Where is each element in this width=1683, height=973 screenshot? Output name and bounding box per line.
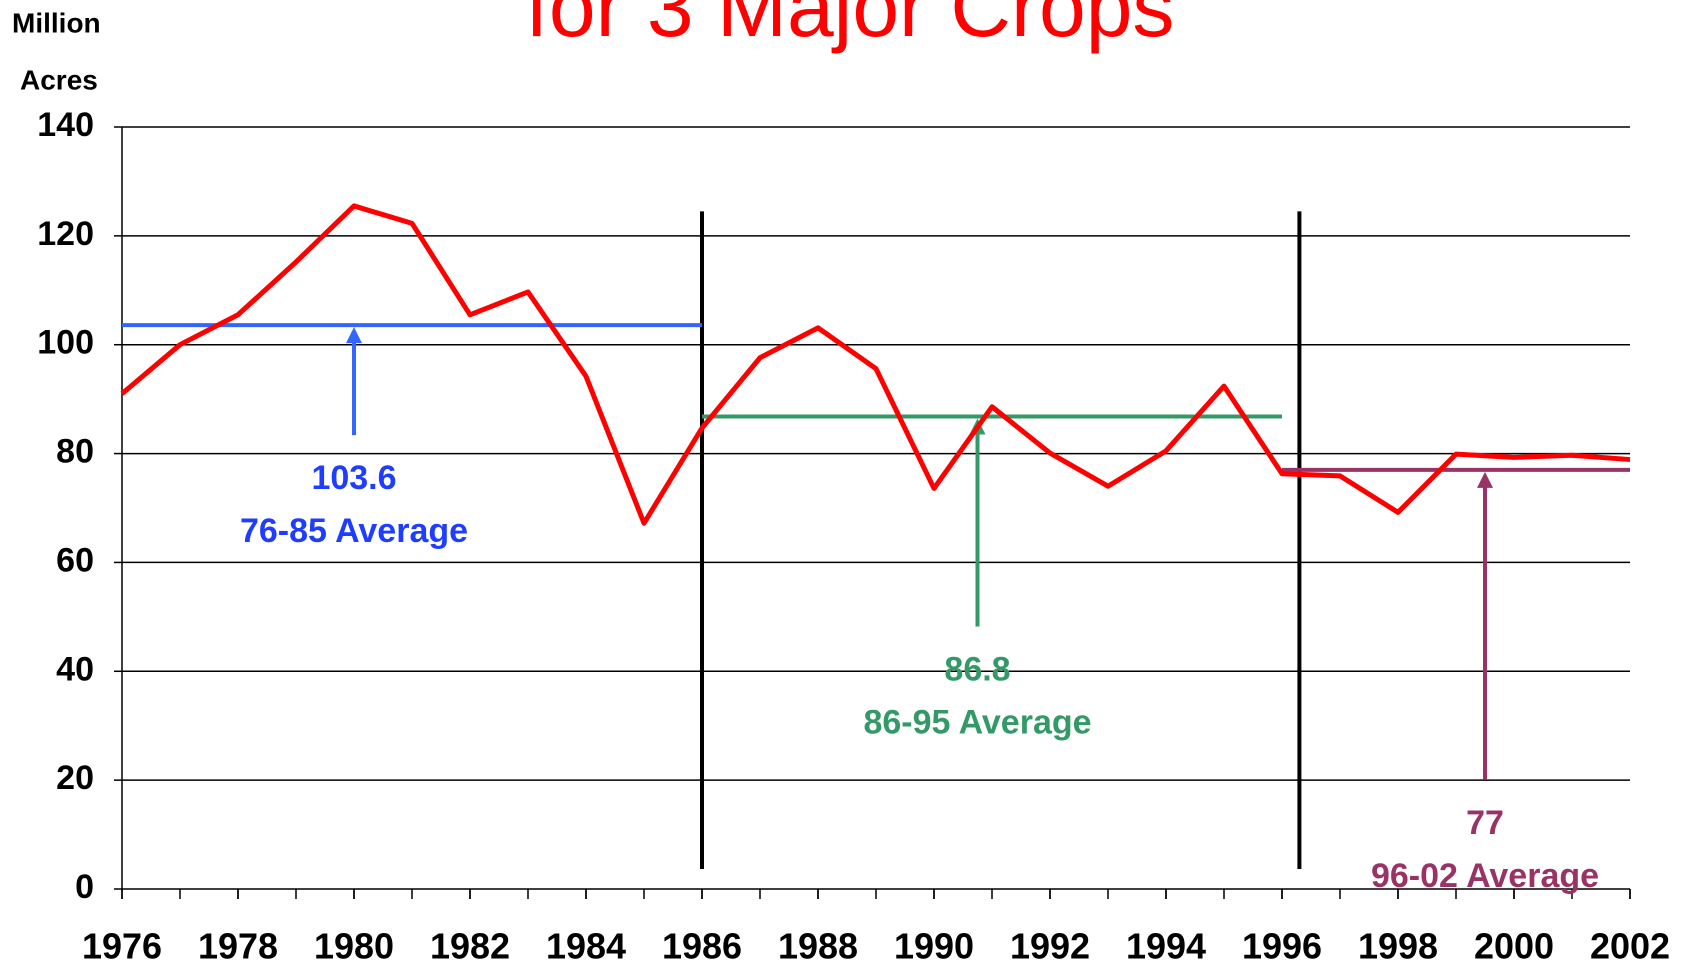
y-axis-label: Acres — [20, 64, 98, 95]
x-tick-label: 1980 — [314, 926, 394, 967]
average-value-label: 77 — [1466, 804, 1504, 842]
x-tick-label: 1990 — [894, 926, 974, 967]
y-tick-label: 100 — [37, 324, 94, 362]
y-tick-label: 0 — [75, 868, 94, 906]
x-tick-label: 1978 — [198, 926, 278, 967]
x-tick-label: 1996 — [1242, 926, 1322, 967]
x-tick-label: 1998 — [1358, 926, 1438, 967]
y-tick-label: 120 — [37, 215, 94, 253]
y-tick-label: 20 — [56, 759, 94, 797]
arrow-head — [1477, 471, 1493, 488]
x-tick-label: 2000 — [1474, 926, 1554, 967]
x-tick-label: 1986 — [662, 926, 742, 967]
y-tick-label: 140 — [37, 106, 94, 144]
average-label: 86-95 Average — [863, 704, 1091, 742]
chart-title: for 3 Major Crops — [526, 0, 1175, 54]
average-label: 76-85 Average — [240, 512, 468, 550]
x-tick-label: 1982 — [430, 926, 510, 967]
data-line — [120, 203, 1631, 526]
average-label: 96-02 Average — [1371, 857, 1599, 895]
arrow-head — [346, 327, 362, 344]
x-tick-label: 1976 — [82, 926, 162, 967]
x-tick-label: 2002 — [1590, 926, 1670, 967]
y-axis-label: Million — [12, 7, 101, 38]
average-value-label: 86.8 — [944, 651, 1010, 689]
y-tick-label: 60 — [56, 541, 94, 579]
average-value-label: 103.6 — [311, 459, 396, 497]
x-tick-label: 1994 — [1126, 926, 1206, 967]
x-tick-label: 1988 — [778, 926, 858, 967]
y-tick-label: 80 — [56, 433, 94, 471]
y-tick-label: 40 — [56, 650, 94, 688]
x-tick-label: 1992 — [1010, 926, 1090, 967]
x-tick-label: 1984 — [546, 926, 626, 967]
